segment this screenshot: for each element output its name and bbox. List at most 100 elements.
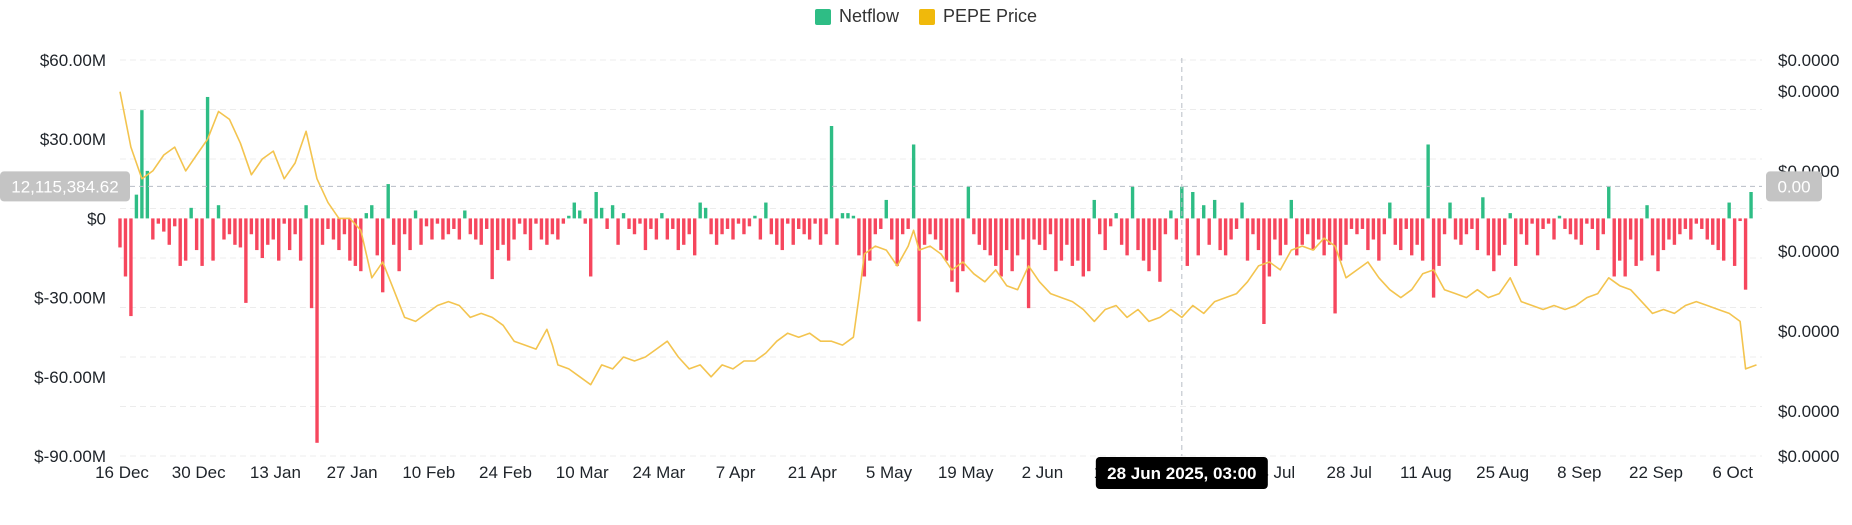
netflow-bar[interactable] [397,218,401,272]
netflow-bar[interactable] [1530,218,1534,224]
netflow-bar[interactable] [621,213,626,219]
netflow-bar[interactable] [1092,199,1096,219]
netflow-bar[interactable] [1032,218,1036,240]
netflow-bar[interactable] [846,213,850,219]
netflow-bar[interactable] [1590,218,1595,229]
netflow-bar[interactable] [244,218,248,303]
netflow-bar[interactable] [709,218,713,235]
netflow-bar[interactable] [315,218,319,443]
netflow-bar[interactable] [1628,218,1633,240]
netflow-bar[interactable] [961,218,965,272]
netflow-bar[interactable] [1043,218,1047,251]
netflow-bar[interactable] [1065,218,1069,245]
netflow-bar[interactable] [1223,218,1228,256]
netflow-bar[interactable] [517,218,522,224]
netflow-bar[interactable] [1420,218,1425,261]
netflow-bar[interactable] [331,218,336,240]
pepe-price-line[interactable] [119,91,1757,386]
netflow-bar[interactable] [1015,218,1020,256]
netflow-bar[interactable] [900,218,905,235]
netflow-bar[interactable] [550,218,555,235]
netflow-bar[interactable] [271,218,275,240]
netflow-bar[interactable] [1732,218,1737,266]
netflow-bar[interactable] [933,218,938,240]
netflow-bar[interactable] [840,213,845,219]
netflow-bar[interactable] [370,205,374,219]
netflow-bar[interactable] [1464,218,1469,235]
netflow-bar[interactable] [802,218,806,235]
netflow-bar[interactable] [1683,218,1688,229]
netflow-bar[interactable] [1158,218,1162,282]
netflow-bar[interactable] [1229,218,1233,240]
netflow-bar[interactable] [725,218,730,229]
netflow-bar[interactable] [1415,218,1419,245]
netflow-bar[interactable] [194,218,199,251]
netflow-bar[interactable] [654,218,659,240]
netflow-bar[interactable] [123,218,128,277]
netflow-bar[interactable] [1700,218,1704,229]
netflow-bar[interactable] [610,205,615,219]
netflow-bar[interactable] [320,218,325,245]
netflow-bar[interactable] [742,218,746,235]
netflow-bar[interactable] [835,218,839,245]
netflow-bar[interactable] [495,218,500,251]
netflow-bar[interactable] [720,218,724,235]
netflow-bar[interactable] [1678,218,1682,235]
netflow-bar[interactable] [545,218,549,245]
netflow-bar[interactable] [1152,218,1157,251]
netflow-bar[interactable] [309,218,314,309]
netflow-bar[interactable] [118,218,122,248]
netflow-bar[interactable] [780,218,784,251]
netflow-bar[interactable] [1377,218,1381,261]
netflow-bar[interactable] [1656,218,1660,272]
netflow-bar[interactable] [807,218,812,240]
netflow-bar[interactable] [173,218,177,227]
netflow-bar[interactable] [156,218,161,224]
netflow-bar[interactable] [939,218,943,251]
netflow-bar[interactable] [1202,205,1206,219]
netflow-bar[interactable] [1196,218,1200,256]
netflow-bar[interactable] [359,218,363,272]
netflow-bar[interactable] [1300,218,1304,245]
netflow-bar[interactable] [266,218,270,245]
netflow-bar[interactable] [1295,218,1299,256]
netflow-bar[interactable] [572,202,576,219]
netflow-bar[interactable] [786,218,790,224]
netflow-bar[interactable] [1738,218,1742,222]
netflow-bar[interactable] [501,218,505,245]
netflow-bar[interactable] [1426,144,1430,219]
netflow-bar[interactable] [1076,218,1080,261]
netflow-bar[interactable] [1306,218,1310,235]
netflow-bar[interactable] [1311,218,1315,251]
netflow-bar[interactable] [260,218,264,258]
netflow-bar[interactable] [1191,192,1195,219]
netflow-bar[interactable] [479,218,483,245]
netflow-bar[interactable] [523,218,527,235]
netflow-bar[interactable] [1338,218,1343,261]
netflow-bar[interactable] [1119,218,1124,245]
netflow-bar[interactable] [632,218,637,235]
netflow-bar[interactable] [539,218,544,240]
netflow-bar[interactable] [703,207,708,219]
netflow-bar[interactable] [1711,218,1715,245]
netflow-bar[interactable] [1108,218,1113,227]
netflow-bar[interactable] [233,218,237,245]
netflow-bar[interactable] [583,218,587,224]
netflow-bar[interactable] [928,218,932,235]
netflow-bar[interactable] [599,207,604,219]
netflow-bar[interactable] [1442,218,1447,235]
netflow-bar[interactable] [1382,218,1387,235]
netflow-bar[interactable] [1289,199,1293,219]
netflow-bar[interactable] [1585,218,1589,224]
netflow-bar[interactable] [1125,218,1129,256]
netflow-bar[interactable] [293,218,297,235]
netflow-bar[interactable] [255,218,259,251]
netflow-bar[interactable] [851,215,856,219]
netflow-bar[interactable] [829,126,834,219]
netflow-bar[interactable] [200,218,204,266]
netflow-bar[interactable] [1623,218,1627,277]
netflow-bar[interactable] [326,218,330,229]
netflow-bar[interactable] [753,215,757,219]
netflow-bar[interactable] [714,218,719,245]
netflow-bar[interactable] [1262,218,1266,324]
